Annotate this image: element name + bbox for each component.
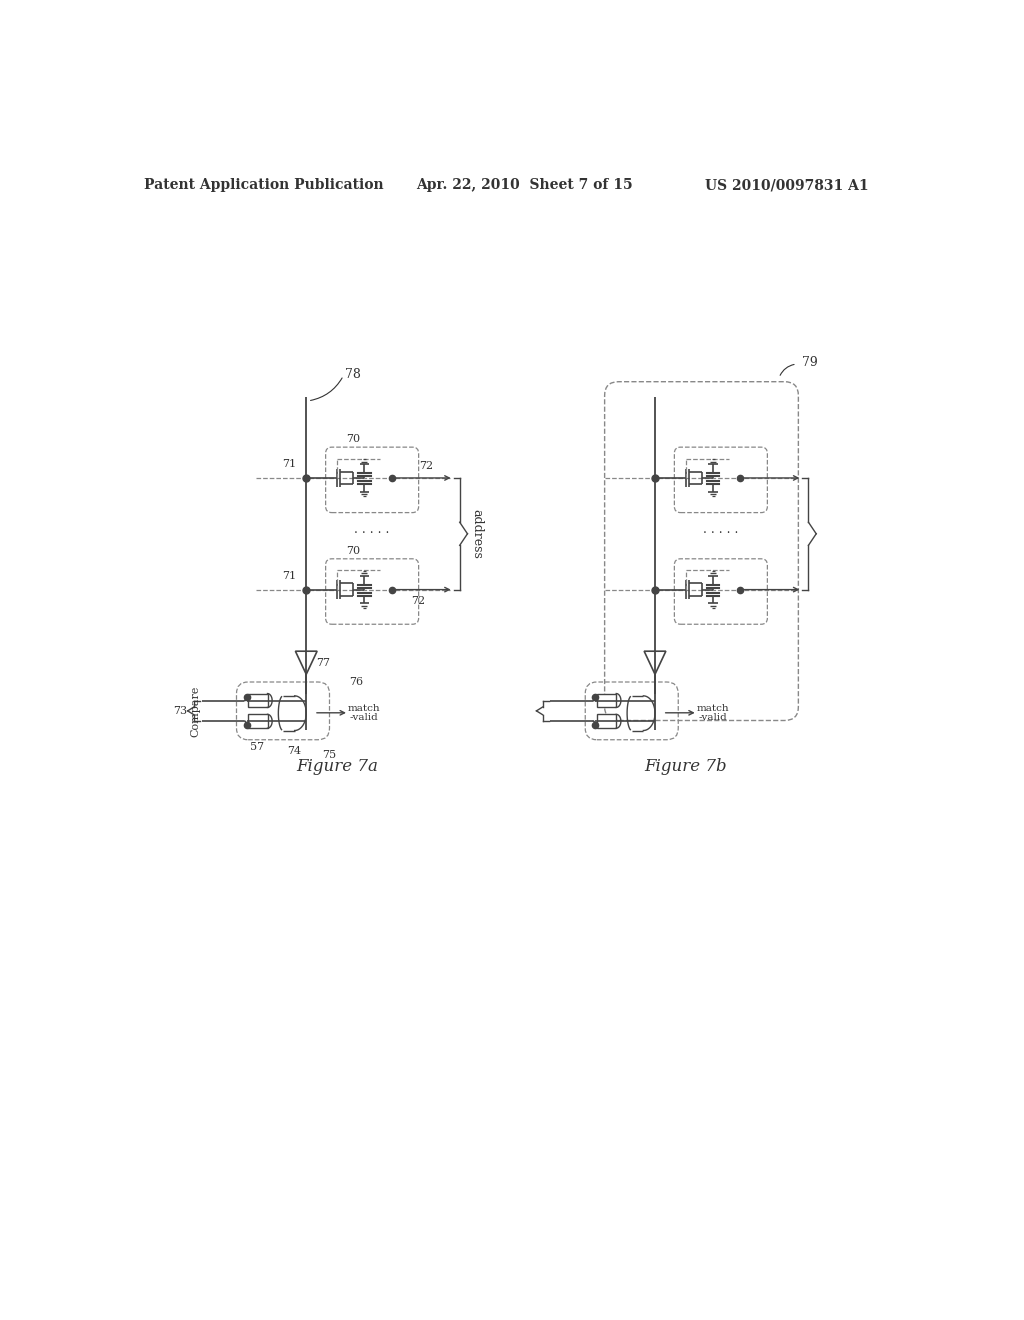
Text: -valid: -valid <box>698 713 727 722</box>
Bar <box>248 693 267 708</box>
Text: 73: 73 <box>173 706 187 715</box>
Text: -valid: -valid <box>350 713 379 722</box>
Text: 70: 70 <box>346 546 359 556</box>
Text: 71: 71 <box>283 459 296 469</box>
Text: match: match <box>348 704 381 713</box>
Text: 76: 76 <box>349 677 364 686</box>
Text: · · · · ·: · · · · · <box>703 527 738 540</box>
Text: 78: 78 <box>345 367 360 380</box>
Text: Figure 7b: Figure 7b <box>645 758 727 775</box>
Text: 72: 72 <box>419 462 433 471</box>
Text: Patent Application Publication: Patent Application Publication <box>143 178 383 193</box>
Text: 70: 70 <box>346 434 359 445</box>
Text: · · · · ·: · · · · · <box>354 527 390 540</box>
Bar <box>248 714 267 729</box>
Text: 74: 74 <box>288 746 302 756</box>
Text: match: match <box>696 704 729 713</box>
Bar <box>597 714 616 729</box>
Text: 72: 72 <box>412 597 426 606</box>
Text: address: address <box>470 508 483 558</box>
Text: Figure 7a: Figure 7a <box>296 758 378 775</box>
Text: 75: 75 <box>323 750 337 760</box>
Text: 79: 79 <box>802 356 818 370</box>
Text: Apr. 22, 2010  Sheet 7 of 15: Apr. 22, 2010 Sheet 7 of 15 <box>417 178 633 193</box>
Text: US 2010/0097831 A1: US 2010/0097831 A1 <box>705 178 868 193</box>
Text: 77: 77 <box>316 657 331 668</box>
Text: Compare: Compare <box>190 685 201 737</box>
Text: 71: 71 <box>283 570 296 581</box>
Bar <box>597 693 616 708</box>
Text: 57: 57 <box>250 742 264 752</box>
